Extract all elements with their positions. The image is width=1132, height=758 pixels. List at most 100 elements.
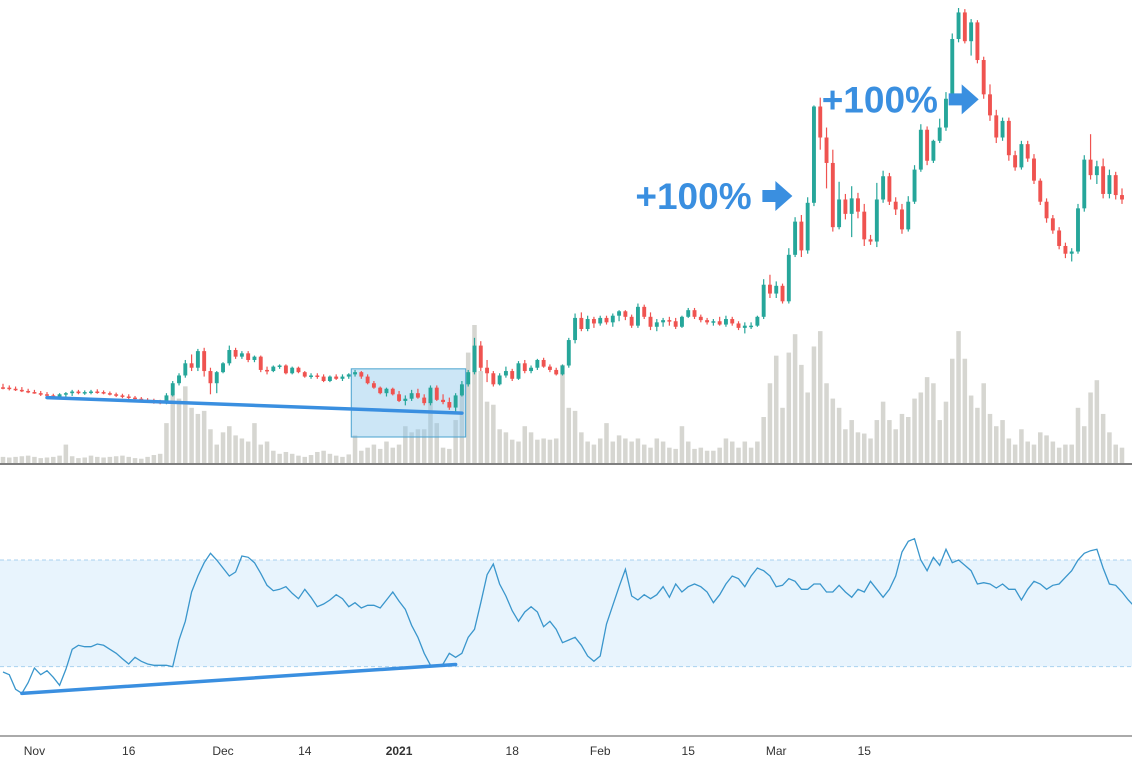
- candle-body: [340, 376, 345, 379]
- candle-body: [371, 383, 376, 388]
- candle-body: [598, 317, 603, 324]
- candle-down: [692, 307, 697, 320]
- candle-body: [19, 389, 24, 392]
- volume-bar: [604, 423, 609, 463]
- candle-body: [13, 388, 18, 391]
- candle-body: [805, 202, 810, 251]
- candle-down: [887, 172, 892, 206]
- candle-body: [547, 366, 552, 370]
- volume-bar: [371, 444, 377, 463]
- candle-body: [604, 317, 609, 323]
- volume-bar: [1088, 392, 1093, 463]
- candle-body: [120, 395, 125, 397]
- price-trendline: [45, 395, 464, 415]
- volume-bar: [227, 426, 232, 463]
- candle-body: [591, 319, 596, 324]
- candle-body: [749, 325, 754, 328]
- candle-up: [654, 319, 659, 332]
- candle-up: [774, 281, 779, 298]
- candle-down: [365, 374, 370, 385]
- candle-down: [579, 312, 584, 332]
- candle-body: [202, 351, 207, 372]
- candle-down: [824, 127, 829, 189]
- candle-down: [629, 314, 634, 328]
- candle-down: [893, 197, 898, 215]
- volume-bar: [252, 423, 257, 463]
- candle-down: [95, 389, 100, 394]
- volume-bar: [1006, 438, 1012, 463]
- candle-body: [45, 394, 49, 396]
- volume-bar: [478, 371, 484, 463]
- volume-bar: [245, 441, 251, 463]
- candle-up: [1082, 155, 1087, 212]
- candle-body: [843, 199, 848, 214]
- candle-body: [579, 317, 584, 329]
- candle-down: [705, 317, 710, 325]
- candle-body: [38, 393, 43, 395]
- volume-bar: [208, 429, 213, 463]
- candle-up: [617, 310, 622, 322]
- candle-up: [221, 362, 225, 374]
- candle-body: [698, 316, 703, 321]
- volume-bar: [25, 455, 31, 463]
- candle-body: [233, 350, 238, 357]
- volume-bar: [1038, 432, 1043, 463]
- volume-bar: [390, 447, 396, 463]
- volume-bar: [553, 438, 559, 463]
- candle-body: [208, 371, 213, 384]
- annotation-1: +100%: [635, 176, 793, 217]
- annotation-label: +100%: [822, 79, 938, 120]
- candle-body: [560, 365, 565, 375]
- candle-body: [830, 162, 835, 228]
- candle-body: [177, 375, 181, 384]
- candle-up: [252, 355, 257, 363]
- volume-bar: [1075, 407, 1081, 463]
- x-tick-label: Dec: [212, 744, 233, 758]
- candle-body: [1082, 159, 1087, 209]
- candle-down: [522, 359, 527, 374]
- candle-down: [736, 321, 741, 331]
- candle-body: [434, 387, 439, 400]
- candle-up: [1069, 248, 1074, 262]
- candle-body: [472, 345, 477, 373]
- right-arrow-icon: [948, 84, 979, 115]
- candle-body: [1038, 180, 1043, 202]
- x-tick-label: 15: [858, 744, 872, 758]
- candle-body: [101, 392, 106, 394]
- volume-bar: [258, 444, 264, 463]
- volume-bar: [51, 456, 56, 463]
- candle-up: [227, 345, 232, 366]
- candle-body: [95, 391, 100, 394]
- candle-body: [170, 383, 175, 396]
- candle-body: [975, 22, 980, 61]
- candle-down: [233, 347, 238, 359]
- volume-bar: [453, 420, 458, 463]
- volume-bar: [905, 417, 911, 463]
- candle-down: [32, 389, 37, 394]
- volume-bar: [579, 432, 584, 463]
- candle-down: [547, 364, 552, 373]
- candle-up: [170, 381, 175, 397]
- candle-body: [956, 12, 961, 39]
- candle-down: [302, 371, 307, 378]
- candle-body: [491, 373, 496, 385]
- candle-body: [1057, 230, 1062, 246]
- candle-body: [133, 397, 137, 400]
- volume-bar: [491, 404, 496, 463]
- volume-bar: [528, 432, 534, 463]
- candle-body: [724, 319, 728, 325]
- volume-bar: [843, 429, 848, 463]
- candle-body: [893, 201, 898, 210]
- candle-body: [1050, 218, 1055, 231]
- candle-down: [868, 234, 873, 245]
- volume-bar: [648, 447, 653, 463]
- volume-bar: [698, 447, 704, 463]
- candle-body: [774, 285, 779, 294]
- volume-bar: [170, 395, 175, 463]
- candle-up: [428, 385, 433, 406]
- candle-down: [623, 310, 628, 321]
- candle-body: [849, 198, 854, 214]
- volume-bar: [918, 392, 924, 463]
- volume-bar: [541, 438, 546, 463]
- candle-up: [724, 315, 728, 327]
